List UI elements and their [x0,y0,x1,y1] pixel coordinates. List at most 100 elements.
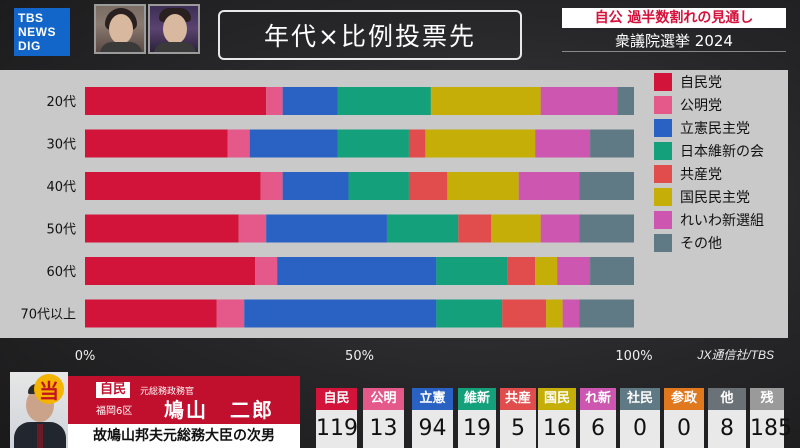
bar-segment [238,214,267,243]
logo-line-1: TBS [18,11,44,25]
bar-segment [85,299,217,328]
seat-count: 0 [620,410,660,448]
legend-swatch [654,95,672,114]
bar-segment [590,129,634,158]
legend-item: その他 [640,231,788,254]
legend-swatch [654,210,672,229]
legend-label: 国民民主党 [680,189,750,206]
seat-party: 立憲 [412,388,453,410]
candidate-description: 故鳩山邦夫元総務大臣の次男 [68,424,300,448]
bar-segment [546,299,563,328]
seat-party: 他 [708,388,746,410]
seat-count: 5 [500,410,536,448]
win-badge: 当 [34,374,64,404]
candidate-info: 自民 元総務政務官 福岡6区 鳩山 二郎 [68,376,300,424]
legend-label: 公明党 [680,97,722,114]
chart-legend: 自民党 公明党 立憲民主党 日本維新の会 共産党 国民民主党 れいわ新選組 その他 [640,70,788,254]
bar-segment [85,214,239,243]
seat-count: 16 [538,410,576,448]
bar-segment [579,214,634,243]
legend-swatch [654,164,672,183]
bar-segment [85,257,256,285]
bar-segment [282,172,349,200]
seat-party: 公明 [363,388,404,410]
headline: 自公 過半数割れの見通し [562,8,786,28]
seat-box: 共産 5 [500,388,536,448]
candidate-party: 自民 [96,382,131,398]
bar-segment [617,87,634,115]
bar-segment [502,299,547,328]
bar-segment [535,257,558,285]
legend-label: 日本維新の会 [680,143,764,160]
bar-segment [216,299,245,328]
seat-party: 社民 [620,388,660,410]
category-label: 20代 [46,95,76,110]
presenter-photo-2 [148,4,200,54]
bar-segment [579,299,634,328]
bar-segment [277,257,437,285]
legend-swatch [654,187,672,206]
bar-segment [282,87,338,115]
seat-party: 参政 [664,388,704,410]
legend-swatch [654,72,672,91]
seat-count: 13 [363,410,404,448]
seat-party: れ新 [580,388,616,410]
bar-segment [491,214,541,243]
candidate-name: 鳩山 二郎 [164,398,274,422]
seat-party: 共産 [500,388,536,410]
seat-box: 維新 19 [458,388,496,448]
seat-box: 国民 16 [538,388,576,448]
bar-segment [266,87,283,115]
category-label: 30代 [46,138,76,153]
x-tick-label: 50% [345,349,374,364]
seat-count: 8 [708,410,746,448]
legend-item: 共産党 [640,162,788,185]
logo-line-2: NEWS [18,25,56,39]
seat-count: 119 [316,410,358,448]
bar-segment [430,87,541,115]
bar-segment [255,257,278,285]
seat-box: 立憲 94 [412,388,453,448]
candidate-role: 元総務政務官 [140,387,195,397]
bar-segment [266,214,387,243]
category-label: 50代 [46,223,76,238]
logo-line-3: DIG [18,39,41,53]
subhead: 衆議院選挙 2024 [562,30,786,52]
seat-box: 社民 0 [620,388,660,448]
legend-label: 立憲民主党 [680,120,750,137]
bar-segment [348,172,409,200]
seat-box: 参政 0 [664,388,704,448]
legend-label: 自民党 [680,74,722,91]
chart-title: 年代×比例投票先 [218,10,522,60]
seat-count: 0 [664,410,704,448]
bar-segment [518,172,580,200]
bar-segment [425,129,536,158]
bar-segment [408,172,448,200]
legend-item: 公明党 [640,93,788,116]
seat-party: 残 [750,388,784,410]
bar-segment [562,299,580,328]
bar-segment [408,129,426,158]
legend-label: 共産党 [680,166,722,183]
bar-segment [458,214,492,243]
legend-item: 立憲民主党 [640,116,788,139]
bar-segment [337,87,431,115]
data-source: JX通信社/TBS [697,348,774,362]
legend-item: 自民党 [640,70,788,93]
candidate-banner: 当 自民 元総務政務官 福岡6区 鳩山 二郎 故鳩山邦夫元総務大臣の次男 [0,372,300,448]
bar-segment [337,129,409,158]
bar-segment [447,172,519,200]
bar-segment [507,257,536,285]
seat-party: 自民 [316,388,357,410]
bar-segment [249,129,338,158]
seat-count: 185 [750,410,792,448]
seat-box: れ新 6 [580,388,616,448]
legend-label: その他 [680,235,722,252]
category-label: 40代 [46,180,76,195]
seat-count: 19 [458,410,496,448]
tbs-news-dig-logo: TBS NEWS DIG [14,8,70,56]
legend-item: 国民民主党 [640,185,788,208]
seat-box: 残 185 [750,388,792,448]
legend-swatch [654,118,672,137]
